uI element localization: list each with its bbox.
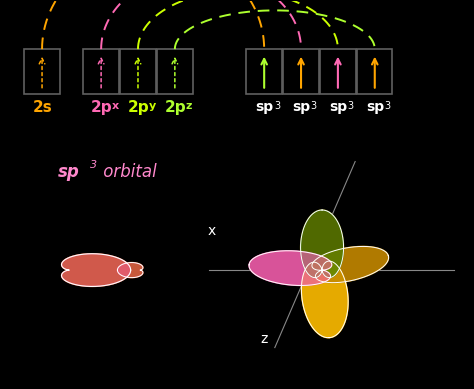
Polygon shape [301, 210, 344, 278]
Text: x: x [112, 102, 119, 112]
Text: 3: 3 [90, 160, 97, 170]
Text: sp: sp [57, 163, 79, 182]
Polygon shape [118, 263, 143, 278]
Text: 3: 3 [311, 101, 317, 111]
Bar [357, 49, 392, 94]
Text: z: z [261, 332, 268, 346]
Text: sp: sp [329, 100, 347, 114]
Text: 2p: 2p [164, 100, 186, 114]
Polygon shape [312, 246, 389, 283]
Text: sp: sp [366, 100, 384, 114]
Text: 3: 3 [274, 101, 280, 111]
Text: y: y [149, 102, 156, 112]
Polygon shape [301, 210, 344, 278]
Polygon shape [249, 251, 332, 286]
Text: z: z [185, 102, 192, 112]
Polygon shape [249, 251, 332, 286]
Polygon shape [62, 254, 131, 286]
Polygon shape [301, 261, 348, 338]
Text: orbital: orbital [98, 163, 156, 182]
Text: 2s: 2s [32, 100, 52, 114]
Text: 3: 3 [384, 101, 391, 111]
Bar [157, 49, 192, 94]
Polygon shape [62, 254, 131, 286]
Polygon shape [301, 261, 348, 338]
Text: 3: 3 [347, 101, 354, 111]
Polygon shape [312, 246, 389, 283]
Text: 2p: 2p [128, 100, 149, 114]
Text: x: x [208, 224, 216, 238]
Bar [320, 49, 356, 94]
Text: 2p: 2p [91, 100, 112, 114]
Bar [120, 49, 156, 94]
Bar [283, 49, 319, 94]
Text: sp: sp [255, 100, 273, 114]
Bar [24, 49, 60, 94]
Bar [83, 49, 119, 94]
Bar [246, 49, 282, 94]
Text: sp: sp [292, 100, 310, 114]
Polygon shape [118, 263, 143, 278]
